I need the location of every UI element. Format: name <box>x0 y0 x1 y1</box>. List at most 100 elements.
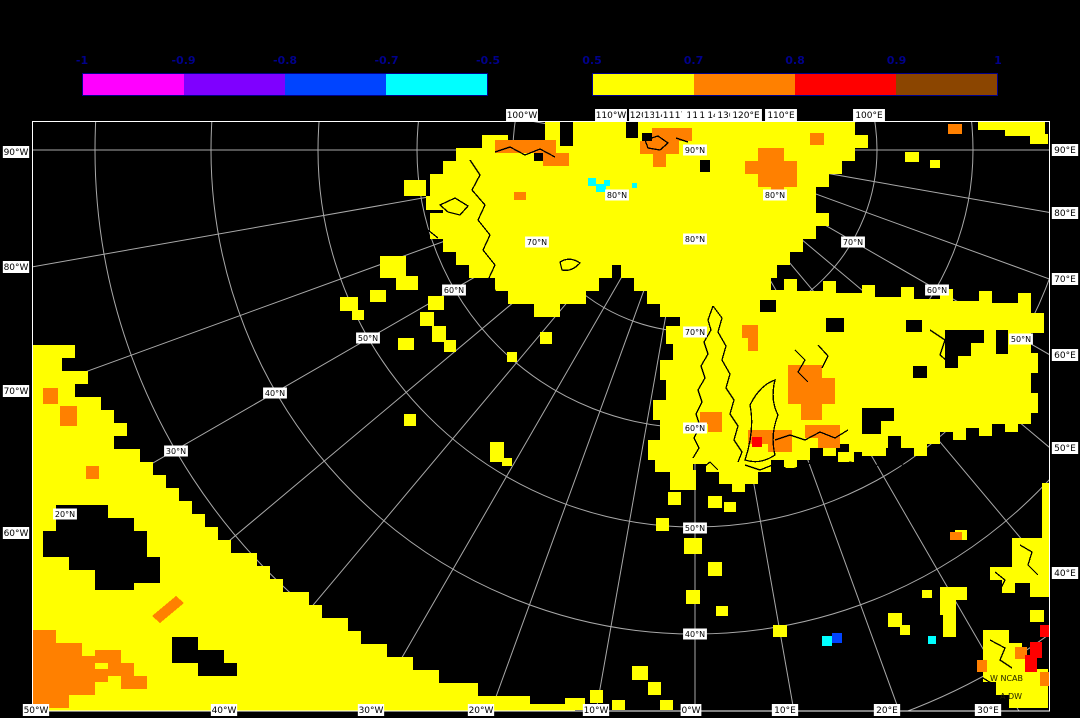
grid-label-text: 60°W <box>4 529 29 539</box>
grid-label-bg <box>442 284 466 296</box>
grid-label: 20°W <box>467 704 495 716</box>
grid-label-bg <box>683 144 707 156</box>
colorbar-tick-label: 0.5 <box>582 54 602 67</box>
very-strong-positive-regions <box>752 437 1049 672</box>
grid-label-bg <box>1051 207 1079 219</box>
grid-label-text: 60°N <box>444 286 464 295</box>
grid-label-bg <box>2 527 30 539</box>
grid-label: 80°N <box>763 189 787 201</box>
grid-label-bg <box>1051 144 1079 156</box>
grid-label-bg <box>506 109 538 121</box>
map-annotations: W NCAB A DW <box>990 674 1023 701</box>
grid-label-bg <box>356 332 380 344</box>
meridian-line <box>660 122 679 137</box>
grid-label: 110°E <box>765 109 797 121</box>
meridian-line <box>708 166 1049 573</box>
grid-label-bg <box>525 236 549 248</box>
grid-label-text: 100°W <box>507 111 538 121</box>
grid-label-bg <box>53 508 77 520</box>
colorbar-tick-label: -0.7 <box>374 54 399 67</box>
meridian-line <box>715 157 1049 280</box>
grid-label-bg <box>263 387 287 399</box>
grid-label: 80°W <box>2 261 30 273</box>
meridian-line <box>708 122 720 134</box>
grid-label-bg <box>1051 349 1079 361</box>
grid-label-text: 50°N <box>685 524 705 533</box>
grid-label-bg <box>683 422 707 434</box>
grid-label: 70°N <box>683 326 707 338</box>
grid-label: 80°N <box>683 233 707 245</box>
grid-label-text: 50°W <box>24 706 49 716</box>
grid-label: 50°W <box>22 704 50 716</box>
grid-label-text: 30°W <box>359 706 384 716</box>
grid-label-text: 80°N <box>685 235 705 244</box>
grid-label: 90°N <box>683 144 707 156</box>
colorbar-tick-label: 1 <box>994 54 1002 67</box>
map-annotation-text: W NCAB <box>990 674 1023 683</box>
grid-label: 50°N <box>683 522 707 534</box>
grid-label-text: 90°W <box>4 148 29 158</box>
grid-label-text: 60°N <box>927 286 947 295</box>
grid-label-bg <box>873 704 901 716</box>
grid-label-text: 10°W <box>584 706 609 716</box>
grid-label: 30°N <box>164 445 188 457</box>
grid-label-text: 80°E <box>1054 209 1076 219</box>
grid-label: 20°E <box>873 704 901 716</box>
grid-label-text: 100°E <box>855 111 883 121</box>
grid-label-bg <box>1009 333 1033 345</box>
grid-label-bg <box>683 628 707 640</box>
positive-colorbar <box>592 73 998 96</box>
colorbar-tick-label: -0.9 <box>171 54 196 67</box>
grid-label: 70°W <box>2 385 30 397</box>
colorbar-tick-label: 0.7 <box>683 54 704 67</box>
grid-label-bg <box>467 704 495 716</box>
meridian-line <box>595 171 692 711</box>
grid-label: 40°N <box>263 387 287 399</box>
grid-label: 90°E <box>1051 144 1079 156</box>
grid-label-text: 40°W <box>212 706 237 716</box>
colorbar-segment <box>896 74 997 95</box>
grid-label-bg <box>605 189 629 201</box>
grid-label-text: 70°E <box>1054 275 1076 285</box>
grid-labels: 100°W110°W120°W130°W140°W150°W160°W170°W… <box>2 109 1079 716</box>
grid-label: 70°E <box>1051 273 1079 285</box>
grid-label-text: 60°E <box>1054 351 1076 361</box>
grid-label-bg <box>683 522 707 534</box>
grid-label: 50°N <box>1009 333 1033 345</box>
grid-label: 70°N <box>841 236 865 248</box>
grid-label-text: 50°E <box>1054 444 1076 454</box>
map-frame <box>32 121 1050 712</box>
map-annotation-text: A DW <box>1000 692 1022 701</box>
colorbar-tick-label: -1 <box>75 54 89 67</box>
grid-label: 60°N <box>442 284 466 296</box>
grid-label-text: 50°N <box>1011 335 1031 344</box>
grid-label: 90°W <box>2 146 30 158</box>
colorbar-segment <box>83 74 184 95</box>
colorbar-segment <box>694 74 795 95</box>
grid-label-text: 30°N <box>166 447 186 456</box>
grid-label-text: 50°N <box>358 334 378 343</box>
grid-label-text: 40°N <box>685 630 705 639</box>
grid-label-bg <box>2 385 30 397</box>
grid-label: 60°N <box>683 422 707 434</box>
colorbar-segment <box>593 74 694 95</box>
grid-label: 100°W <box>506 109 538 121</box>
grid-label-bg <box>164 445 188 457</box>
grid-label-bg <box>22 704 50 716</box>
grid-label-bg <box>771 704 799 716</box>
meridian-line <box>490 170 688 711</box>
grid-label: 110°W <box>595 109 627 121</box>
grid-label: 60°N <box>925 284 949 296</box>
grid-label: 80°E <box>1051 207 1079 219</box>
grid-label-bg <box>680 704 702 716</box>
grid-label-text: 70°N <box>685 328 705 337</box>
colorbar-tick-label: 0.9 <box>886 54 907 67</box>
grid-label-text: 40°E <box>1054 569 1076 579</box>
grid-label: 60°W <box>2 527 30 539</box>
colorbar-tick-label: 0.8 <box>785 54 805 67</box>
negative-colorbar <box>82 73 488 96</box>
grid-label-text: 80°N <box>607 191 627 200</box>
grid-label-text: 90°E <box>1054 146 1076 156</box>
grid-label-bg <box>974 704 1002 716</box>
